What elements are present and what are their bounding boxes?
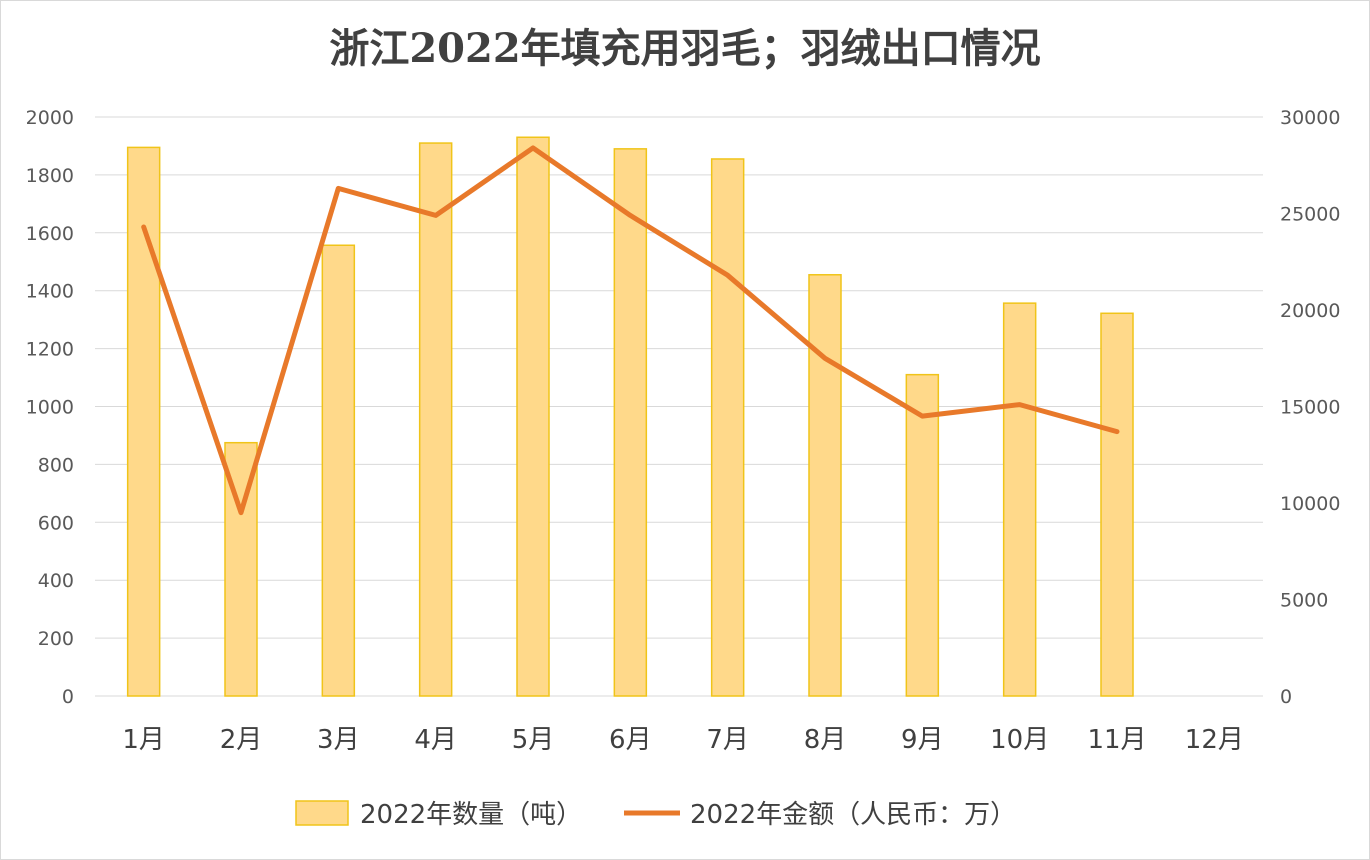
x-axis-tick-label: 7月 (706, 725, 749, 755)
x-axis-tick-label: 10月 (990, 725, 1049, 755)
chart-title: 浙江2022年填充用羽毛；羽绒出口情况 (329, 25, 1040, 72)
x-axis-tick-label: 11月 (1087, 725, 1146, 755)
x-axis-tick-label: 4月 (414, 725, 457, 755)
x-axis-tick-label: 1月 (122, 725, 165, 755)
bar-quantity (321, 244, 356, 697)
right-axis-tick-label: 15000 (1280, 397, 1340, 419)
left-axis-tick-label: 200 (38, 628, 74, 650)
bar-quantity (516, 136, 550, 697)
left-axis-tick-label: 800 (38, 454, 74, 476)
bar-quantity (808, 274, 842, 697)
x-axis-tick-label: 5月 (512, 725, 555, 755)
x-axis-tick-label: 6月 (609, 725, 652, 755)
right-axis-tick-label: 30000 (1280, 107, 1340, 129)
x-axis-tick-label: 12月 (1185, 725, 1244, 755)
left-axis-tick-label: 1600 (26, 223, 74, 245)
right-axis-tick-label: 25000 (1280, 204, 1340, 226)
left-axis-tick-label: 600 (38, 512, 74, 534)
gridlines (95, 116, 1263, 697)
right-axis-tick-label: 10000 (1280, 493, 1340, 515)
bar-quantity (905, 373, 940, 697)
legend-label-quantity: 2022年数量（吨） (360, 800, 582, 830)
legend-label-amount: 2022年金额（人民币：万） (690, 800, 1016, 830)
left-axis-tick-label: 1400 (26, 281, 74, 303)
x-axis-tick-label: 9月 (901, 725, 944, 755)
bar-quantity (1002, 302, 1037, 697)
left-axis-ticks: 0 200 400 600 800 1000 1200 1400 1600 1800 2000 (26, 107, 74, 708)
right-axis-ticks: 0 5000 10000 15000 20000 25000 30000 (1280, 107, 1340, 708)
right-axis-tick-label: 0 (1280, 686, 1292, 708)
left-axis-tick-label: 1200 (26, 339, 74, 361)
right-axis-tick-label: 5000 (1280, 590, 1328, 612)
left-axis-tick-label: 1000 (26, 397, 74, 419)
left-axis-tick-label: 0 (62, 686, 74, 708)
x-axis-tick-label: 8月 (804, 725, 847, 755)
line-series (141, 145, 1120, 516)
bar-quantity (1100, 312, 1134, 697)
legend: 2022年数量（吨） 2022年金额（人民币：万） (295, 800, 1016, 830)
right-axis-tick-label: 20000 (1280, 300, 1340, 322)
bar-quantity (710, 158, 745, 697)
legend-bar-swatch (295, 800, 349, 826)
bar-quantity (126, 146, 161, 697)
x-axis-tick-label: 3月 (317, 725, 360, 755)
left-axis-tick-label: 1800 (26, 165, 74, 187)
bar-quantity (418, 142, 453, 697)
bar-series (126, 136, 1134, 697)
bar-quantity (613, 148, 648, 697)
line-amount (141, 145, 1120, 516)
x-axis-ticks: 1月 2月 3月 4月 5月 6月 7月 8月 9月 10月 11月 12月 (122, 725, 1243, 755)
left-axis-tick-label: 400 (38, 570, 74, 592)
left-axis-tick-label: 2000 (26, 107, 74, 129)
x-axis-tick-label: 2月 (220, 725, 263, 755)
